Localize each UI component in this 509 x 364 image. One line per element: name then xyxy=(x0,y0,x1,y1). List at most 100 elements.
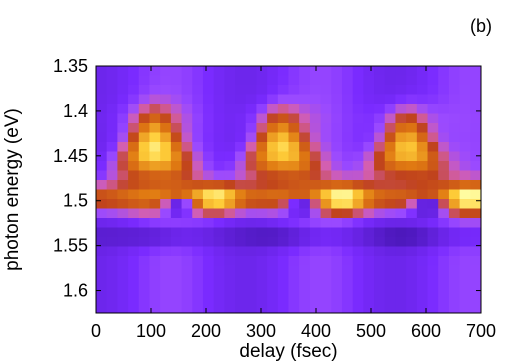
heatmap-cell xyxy=(213,75,225,86)
heatmap-cell xyxy=(245,294,258,305)
heatmap-cell xyxy=(363,113,375,124)
heatmap-cell xyxy=(299,113,311,124)
heatmap-cell xyxy=(438,66,450,77)
heatmap-cell xyxy=(384,265,397,276)
heatmap-cell xyxy=(192,218,204,229)
heatmap-cell xyxy=(395,85,407,96)
plot-frame xyxy=(95,65,482,314)
heatmap-cell xyxy=(202,246,215,257)
heatmap-cell xyxy=(149,113,161,124)
heatmap-cell xyxy=(363,142,375,153)
heatmap-cell xyxy=(106,294,118,305)
heatmap-cell xyxy=(448,161,461,172)
heatmap-cell xyxy=(448,294,461,305)
heatmap-cell xyxy=(170,199,183,210)
heatmap-cell xyxy=(128,85,140,96)
heatmap-cell xyxy=(299,180,311,191)
heatmap-cell xyxy=(395,170,407,181)
x-tick-label: 300 xyxy=(246,321,276,341)
heatmap-cell xyxy=(406,123,418,134)
heatmap-cell xyxy=(128,275,140,286)
heatmap-cell xyxy=(170,132,183,143)
heatmap-cell xyxy=(320,104,332,115)
heatmap-cell xyxy=(416,303,429,313)
heatmap-cell xyxy=(117,170,129,181)
heatmap-cell xyxy=(288,170,300,181)
x-tick-label: 700 xyxy=(466,321,496,341)
heatmap-cell xyxy=(299,123,311,134)
heatmap-cell xyxy=(416,237,429,248)
heatmap-cell xyxy=(416,180,429,191)
heatmap-cell xyxy=(427,132,439,143)
heatmap-cell xyxy=(181,180,193,191)
heatmap-cell xyxy=(149,246,161,257)
heatmap-cell xyxy=(128,284,140,295)
heatmap-cell xyxy=(470,180,481,191)
heatmap-cell xyxy=(160,170,172,181)
heatmap-cell xyxy=(416,265,429,276)
heatmap-cell xyxy=(235,275,247,286)
heatmap-cell xyxy=(395,218,407,229)
heatmap-cell xyxy=(427,170,439,181)
heatmap-cell xyxy=(406,303,418,313)
heatmap-cell xyxy=(235,265,247,276)
heatmap-cell xyxy=(448,113,461,124)
heatmap-cell xyxy=(96,123,108,134)
heatmap-cell xyxy=(267,303,279,313)
heatmap-cell xyxy=(331,189,343,200)
heatmap-cell xyxy=(256,151,268,162)
heatmap-cell xyxy=(470,227,481,238)
heatmap-cell xyxy=(181,132,193,143)
heatmap-cell xyxy=(374,303,386,313)
heatmap-cell xyxy=(459,303,471,313)
heatmap-cell xyxy=(138,246,151,257)
heatmap-cell xyxy=(235,132,247,143)
heatmap-cell xyxy=(309,189,322,200)
heatmap-cell xyxy=(170,151,183,162)
heatmap-cell xyxy=(299,104,311,115)
heatmap-cell xyxy=(224,208,236,219)
heatmap-cell xyxy=(395,208,407,219)
heatmap-cell xyxy=(256,237,268,248)
heatmap-cell xyxy=(256,303,268,313)
heatmap-cell xyxy=(170,113,183,124)
heatmap-cell xyxy=(427,237,439,248)
heatmap-cell xyxy=(160,94,172,105)
heatmap-cell xyxy=(470,265,481,276)
heatmap-cell xyxy=(277,66,290,77)
heatmap-cell xyxy=(438,237,450,248)
heatmap-cell xyxy=(406,284,418,295)
heatmap-cell xyxy=(427,199,439,210)
heatmap-cell xyxy=(406,66,418,77)
heatmap-cell xyxy=(470,104,481,115)
heatmap-cell xyxy=(202,303,215,313)
heatmap-cell xyxy=(363,151,375,162)
heatmap-cell xyxy=(138,208,151,219)
heatmap-cell xyxy=(384,123,397,134)
heatmap-cell xyxy=(138,218,151,229)
heatmap-cell xyxy=(427,227,439,238)
heatmap-cell xyxy=(128,303,140,313)
heatmap-cell xyxy=(341,265,354,276)
heatmap-cell xyxy=(160,246,172,257)
heatmap-cell xyxy=(288,104,300,115)
heatmap-cell xyxy=(170,94,183,105)
heatmap-cell xyxy=(277,208,290,219)
heatmap-cell xyxy=(170,294,183,305)
heatmap-cell xyxy=(448,151,461,162)
heatmap-cell xyxy=(181,256,193,267)
heatmap-cell xyxy=(235,294,247,305)
heatmap-cell xyxy=(299,284,311,295)
heatmap-cell xyxy=(213,227,225,238)
heatmap-cell xyxy=(96,189,108,200)
heatmap-cell xyxy=(277,218,290,229)
heatmap-cell xyxy=(352,246,364,257)
heatmap-cell xyxy=(192,123,204,134)
heatmap-cell xyxy=(138,66,151,77)
heatmap-cell xyxy=(352,104,364,115)
heatmap-cell xyxy=(438,294,450,305)
heatmap-cell xyxy=(427,208,439,219)
heatmap-cell xyxy=(192,303,204,313)
heatmap-cell xyxy=(395,265,407,276)
heatmap-cell xyxy=(245,265,258,276)
